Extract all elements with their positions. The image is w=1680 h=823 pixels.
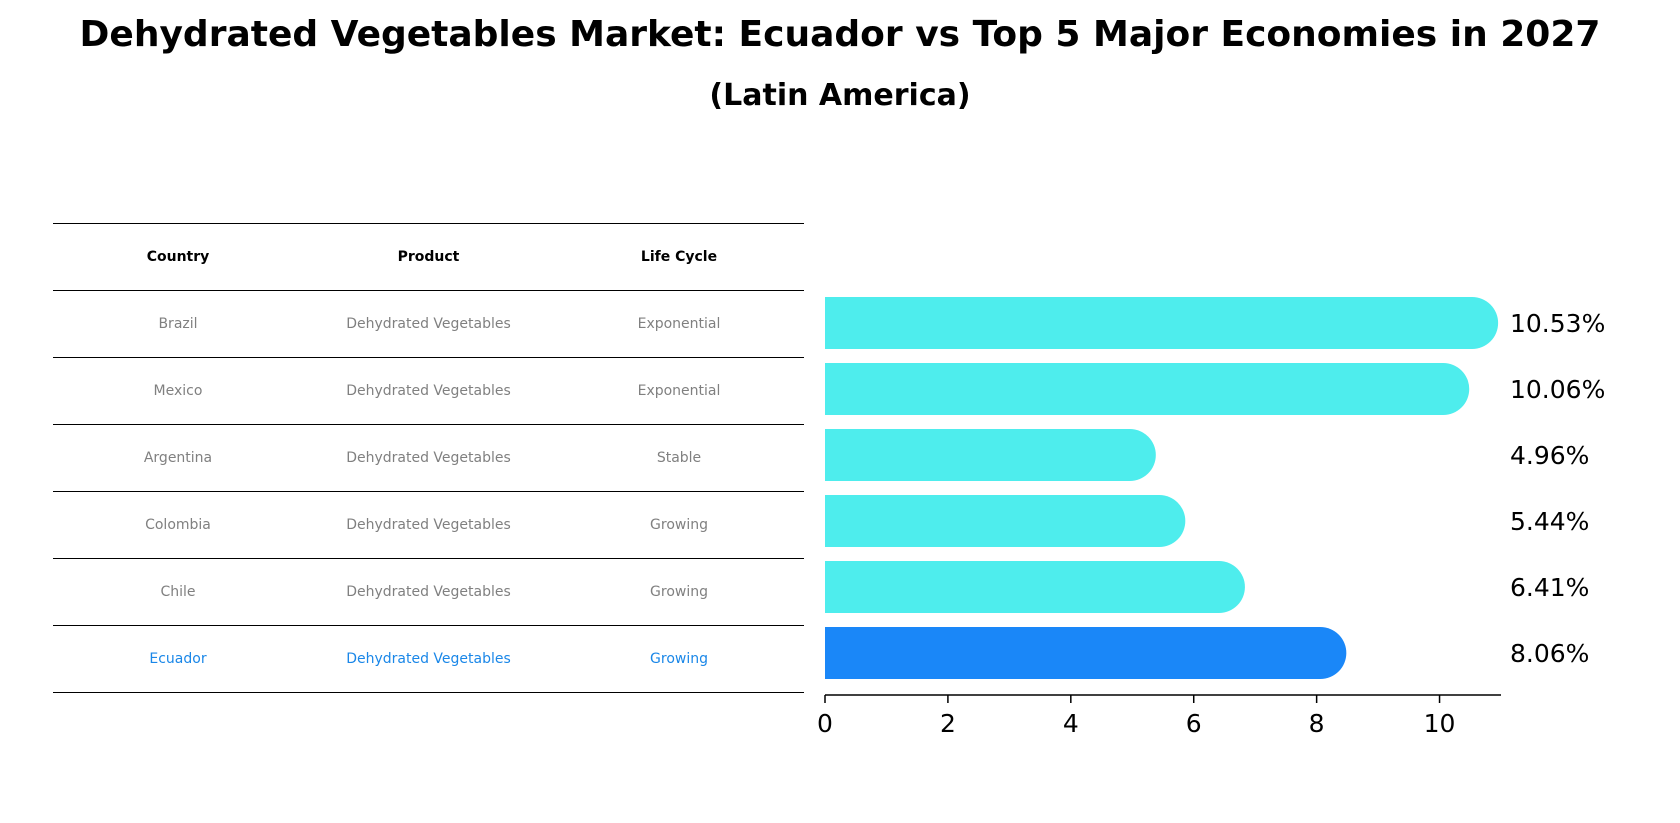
x-tick-label: 6 [1186, 709, 1202, 738]
country-cell: Mexico [153, 383, 203, 399]
bar-mexico [825, 363, 1470, 415]
life-cycle-cell: Exponential [637, 383, 721, 399]
table-row: Chile Dehydrated Vegetables Growing [53, 559, 804, 626]
bar-chile [825, 561, 1245, 613]
bar-colombia [825, 495, 1186, 547]
data-label-mexico: 10.06% [1510, 375, 1605, 404]
data-label-chile: 6.41% [1510, 573, 1589, 602]
x-tick-label: 0 [817, 709, 833, 738]
x-tick-label: 4 [1063, 709, 1079, 738]
life-cycle-cell: Growing [650, 517, 708, 533]
bar-brazil [825, 297, 1499, 349]
country-cell: Argentina [143, 450, 213, 466]
data-label-colombia: 5.44% [1510, 507, 1589, 536]
x-tick-label: 2 [940, 709, 956, 738]
product-cell: Dehydrated Vegetables [346, 383, 511, 399]
data-label-argentina: 4.96% [1510, 441, 1589, 470]
table-row: Colombia Dehydrated Vegetables Growing [53, 492, 804, 559]
product-cell: Dehydrated Vegetables [346, 651, 511, 667]
country-cell: Chile [160, 584, 196, 600]
bar-argentina [825, 429, 1156, 481]
life-cycle-cell: Growing [650, 651, 708, 667]
data-label-brazil: 10.53% [1510, 309, 1605, 338]
table-row: Brazil Dehydrated Vegetables Exponential [53, 291, 804, 358]
market-table: Country Product Life Cycle Brazil Dehydr… [53, 223, 804, 693]
x-tick-label: 8 [1309, 709, 1325, 738]
product-cell: Dehydrated Vegetables [346, 584, 511, 600]
table-row: Argentina Dehydrated Vegetables Stable [53, 425, 804, 492]
table-row: Mexico Dehydrated Vegetables Exponential [53, 358, 804, 425]
product-cell: Dehydrated Vegetables [346, 450, 511, 466]
table-header-row: Country Product Life Cycle [53, 224, 804, 291]
life-cycle-cell: Growing [650, 584, 708, 600]
country-cell: Colombia [145, 517, 211, 533]
life-cycle-cell: Exponential [637, 316, 721, 332]
country-cell: Ecuador [149, 651, 207, 667]
table-row-highlight: Ecuador Dehydrated Vegetables Growing [53, 626, 804, 693]
bar-ecuador [825, 627, 1347, 679]
life-cycle-cell: Stable [656, 450, 702, 466]
x-tick-label: 10 [1424, 709, 1456, 738]
product-cell: Dehydrated Vegetables [346, 517, 511, 533]
header-product: Product [397, 249, 460, 265]
chart-subtitle: (Latin America) [709, 78, 971, 113]
header-country: Country [146, 249, 210, 265]
chart-title: Dehydrated Vegetables Market: Ecuador vs… [79, 14, 1601, 55]
data-label-ecuador: 8.06% [1510, 639, 1589, 668]
country-cell: Brazil [158, 316, 198, 332]
product-cell: Dehydrated Vegetables [346, 316, 511, 332]
header-life-cycle: Life Cycle [640, 249, 718, 265]
